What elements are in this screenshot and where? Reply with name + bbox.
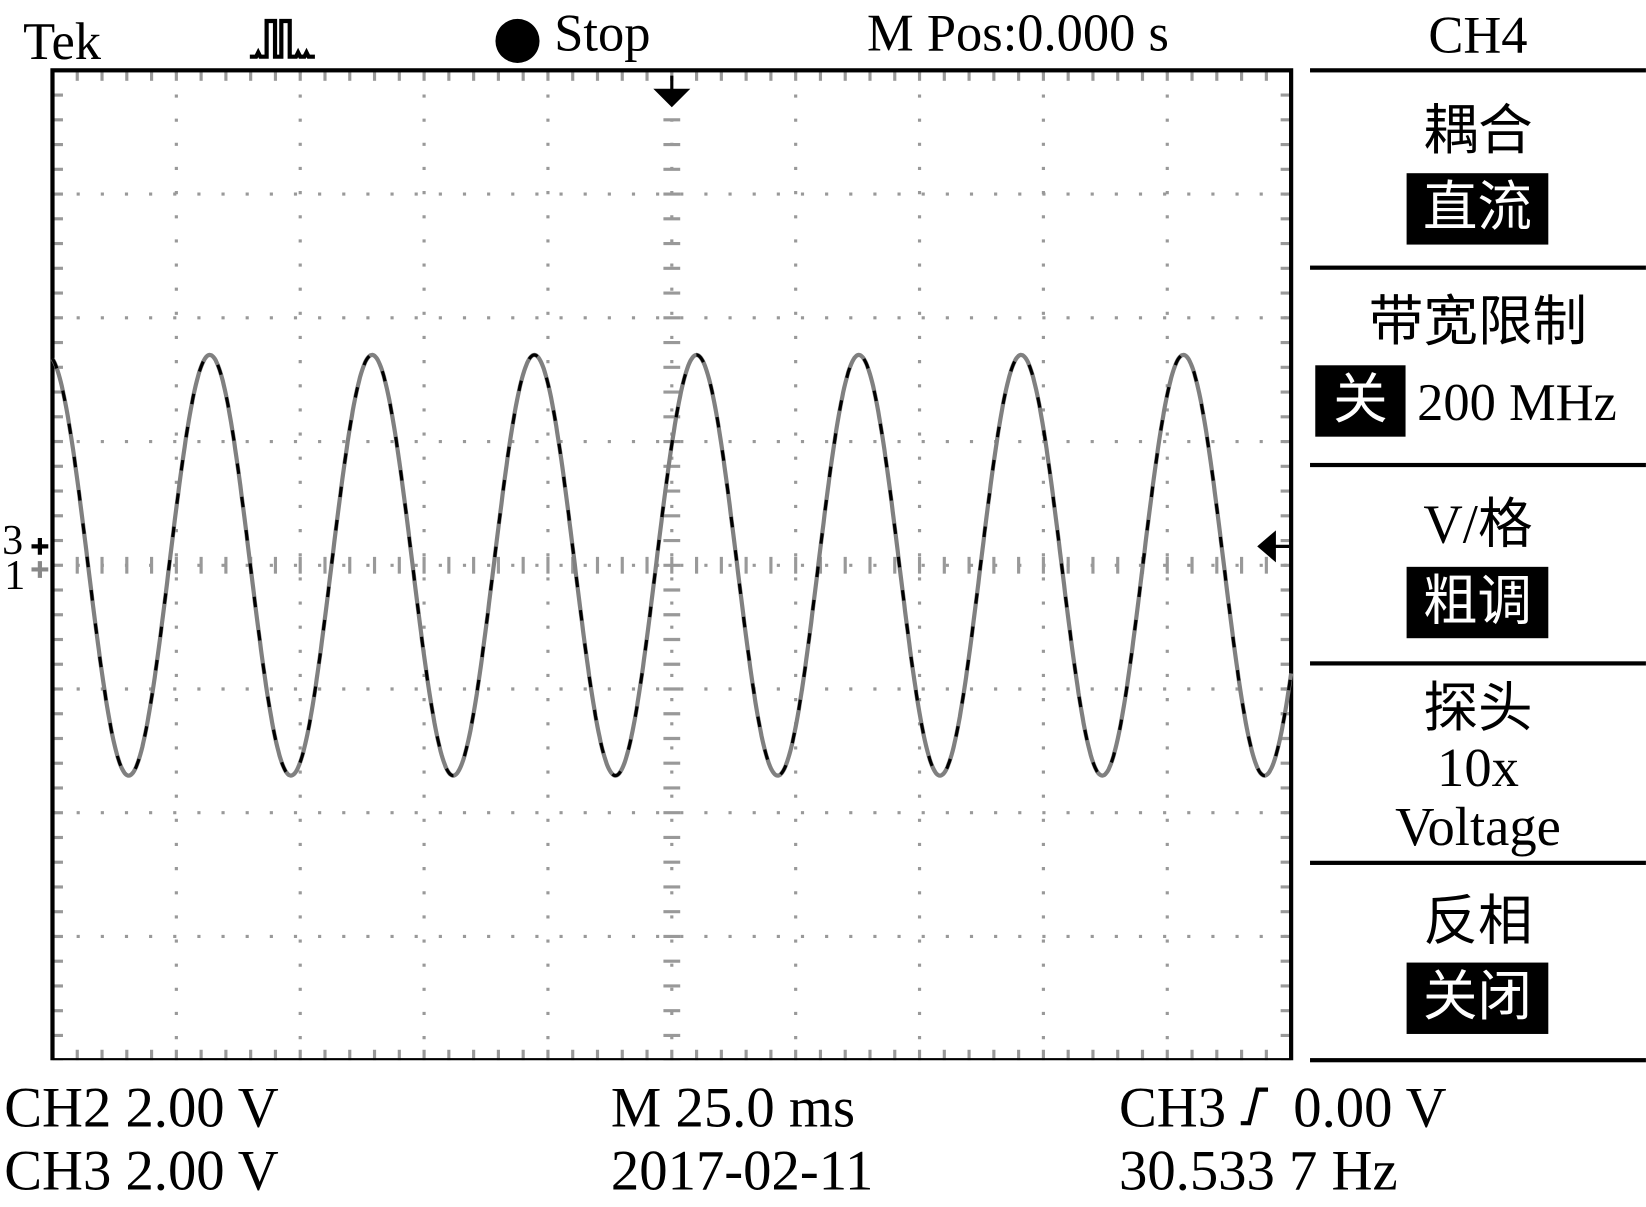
trigger-level: 0.00 V xyxy=(1293,1075,1447,1139)
waveform-ch2 xyxy=(51,353,1293,778)
menu-label: 带宽限制 xyxy=(1368,292,1588,353)
waveform-display xyxy=(31,68,1294,1061)
graticule-border xyxy=(50,68,1294,1061)
menu-label: 反相 xyxy=(1423,892,1533,953)
filled-circle-icon xyxy=(495,18,540,63)
date: 2017-02-11 xyxy=(610,1138,874,1202)
divider xyxy=(1310,68,1646,73)
divider xyxy=(1310,661,1646,666)
ch1-marker: 1 xyxy=(4,551,26,599)
ch3-marker: 3 xyxy=(2,516,24,564)
frequency-readout: 30.533 7 Hz xyxy=(1118,1138,1398,1202)
divider xyxy=(1310,265,1646,270)
ch3-scale: CH3 2.00 V xyxy=(4,1138,279,1202)
trigger-source: CH3 xyxy=(1118,1075,1227,1139)
trigger-position-marker xyxy=(653,75,691,108)
menu-value: Voltage xyxy=(1395,797,1561,858)
menu-label: V/格 xyxy=(1423,495,1533,556)
trigger-level-marker xyxy=(1257,530,1290,563)
horizontal-position: M Pos:0.000 s xyxy=(867,3,1169,62)
ch1-ground-marker xyxy=(31,561,49,578)
menu-value: 直流 xyxy=(1406,173,1549,245)
pulse-waveform-icon xyxy=(249,18,315,59)
divider xyxy=(1310,860,1646,865)
menu-channel: CH4 xyxy=(1428,5,1528,65)
rising-edge-icon xyxy=(1240,1087,1269,1126)
timebase: M 25.0 ms xyxy=(610,1075,856,1139)
ch2-scale: CH2 2.00 V xyxy=(4,1075,279,1139)
menu-value: 关 xyxy=(1315,365,1406,437)
menu-extra: 200 MHz xyxy=(1417,372,1617,432)
brand-label: Tek xyxy=(23,11,102,71)
menu-value: 关闭 xyxy=(1406,962,1549,1034)
divider xyxy=(1310,462,1646,468)
run-status[interactable]: Stop xyxy=(554,3,651,62)
menu-label: 耦合 xyxy=(1423,101,1533,162)
ch3-ground-marker xyxy=(31,537,49,555)
menu-value: 10x xyxy=(1437,738,1519,799)
menu-label: 探头 xyxy=(1423,679,1533,739)
menu-value: 粗调 xyxy=(1406,566,1549,639)
divider xyxy=(1310,1058,1646,1063)
